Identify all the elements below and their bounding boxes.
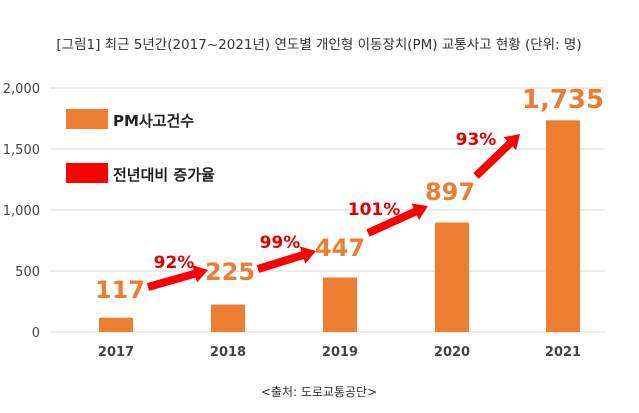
x-tick-label: 2019 (322, 345, 358, 360)
data-label: 1,735 (522, 85, 604, 115)
x-tick-label: 2017 (98, 345, 134, 360)
y-tick-label: 500 (15, 265, 40, 280)
bar (435, 222, 469, 332)
y-tick-label: 2,000 (3, 82, 40, 97)
chart-title: [그림1] 최근 5년간(2017~2021년) 연도별 개인형 이동장치(PM… (56, 37, 581, 53)
x-tick-label: 2020 (434, 345, 470, 360)
bar (546, 120, 580, 332)
growth-arrow (366, 203, 428, 237)
growth-label: 92% (154, 253, 195, 273)
growth-label: 101% (348, 200, 401, 220)
source-note: <출처: 도로교통공단> (261, 385, 377, 399)
data-label: 447 (315, 234, 365, 262)
bar (211, 304, 245, 332)
growth-label: 99% (260, 233, 301, 253)
bar (323, 277, 357, 332)
legend-swatch-growth (66, 163, 108, 183)
legend-swatch-bars (66, 109, 108, 129)
x-tick-label: 2018 (210, 345, 246, 360)
legend-label-bars: PM사고건수 (113, 112, 194, 130)
legend-label-growth: 전년대비 증가율 (113, 166, 215, 184)
growth-arrow (256, 246, 316, 273)
y-tick-label: 1,000 (3, 204, 40, 219)
bar (99, 317, 133, 332)
growth-label: 93% (456, 130, 497, 150)
data-label: 897 (425, 178, 475, 206)
growth-arrow (146, 265, 208, 291)
growth-arrow (473, 134, 520, 179)
x-tick-label: 2021 (545, 345, 581, 360)
y-tick-label: 1,500 (3, 143, 40, 158)
y-tick-label: 0 (32, 326, 40, 341)
data-label: 117 (95, 276, 145, 304)
data-label: 225 (205, 258, 255, 286)
